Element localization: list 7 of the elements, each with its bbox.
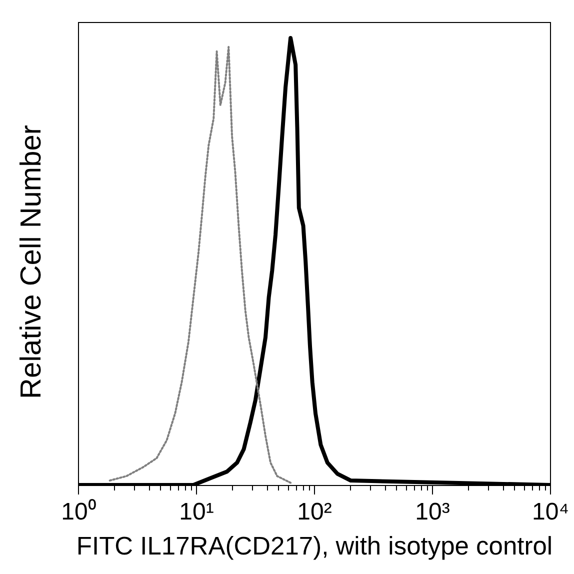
- x-tick-label: 10⁰: [61, 498, 96, 526]
- x-tick-label: 10²: [297, 498, 332, 526]
- x-tick-label: 10³: [415, 498, 450, 526]
- x-tick-label: 10¹: [179, 498, 214, 526]
- y-axis-title: Relative Cell Number: [16, 124, 48, 399]
- x-tick-label: 10⁴: [532, 498, 570, 526]
- x-axis-title: FITC IL17RA(CD217), with isotype control: [76, 532, 553, 560]
